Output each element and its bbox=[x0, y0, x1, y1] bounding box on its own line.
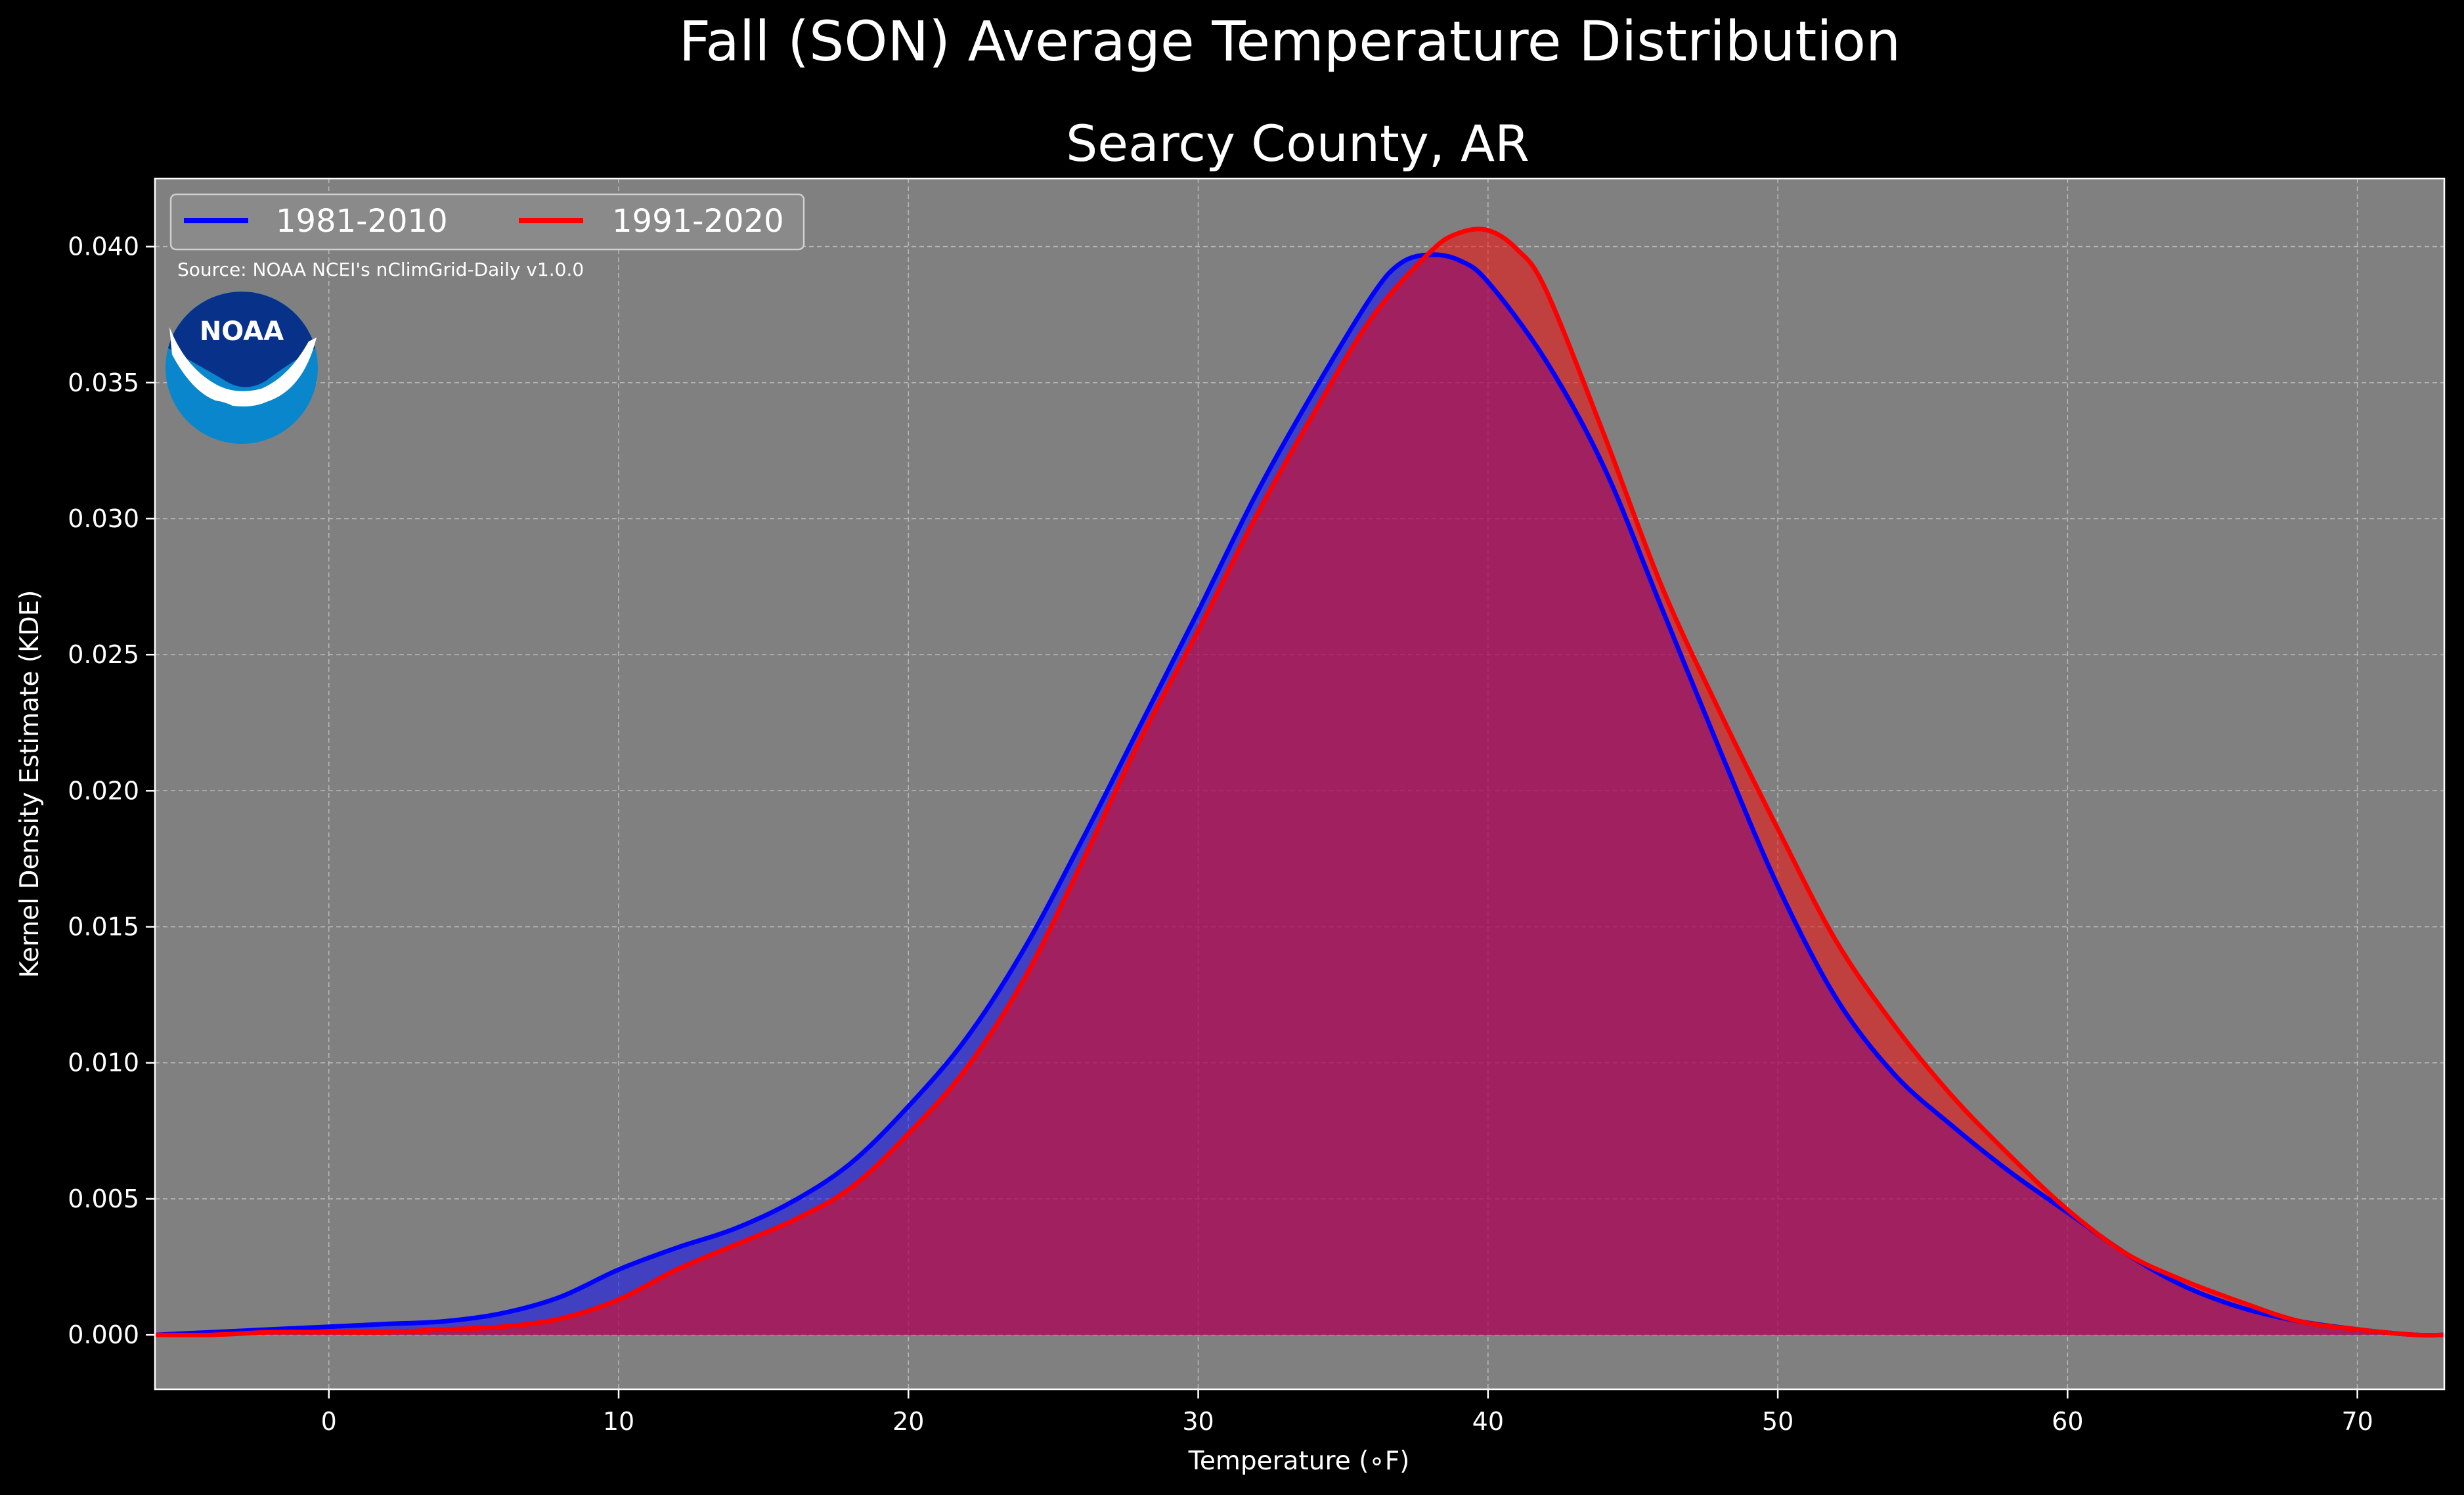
y-tick-label: 0.040 bbox=[68, 232, 139, 261]
series-line-1981-2010 bbox=[154, 252, 2445, 1338]
figure-suptitle: Fall (SON) Average Temperature Distribut… bbox=[679, 9, 1901, 74]
noaa-logo-top-dome bbox=[168, 292, 315, 387]
series-line-1991-2020 bbox=[154, 227, 2445, 1338]
y-tick-label: 0.030 bbox=[68, 504, 139, 533]
density-fills bbox=[155, 228, 2444, 1335]
y-tick-label: 0.035 bbox=[68, 368, 139, 397]
noaa-logo-icon: NOAA bbox=[165, 292, 318, 444]
x-tick-label: 10 bbox=[603, 1407, 634, 1436]
legend: 1981-2010 1991-2020 bbox=[169, 193, 805, 251]
x-tick-label: 30 bbox=[1182, 1407, 1214, 1436]
noaa-logo-text: NOAA bbox=[200, 316, 284, 347]
x-tick-label: 40 bbox=[1472, 1407, 1504, 1436]
legend-label-1991-2020: 1991-2020 bbox=[612, 203, 784, 240]
plot-frame bbox=[154, 177, 2446, 1391]
noaa-logo-gull-icon bbox=[169, 327, 317, 407]
legend-label-1981-2010: 1981-2010 bbox=[276, 203, 448, 240]
chart-title: Searcy County, AR bbox=[1066, 114, 1529, 173]
y-tick-label: 0.015 bbox=[68, 913, 139, 942]
y-tick-label: 0.005 bbox=[68, 1184, 139, 1213]
x-tick-label: 60 bbox=[2052, 1407, 2083, 1436]
x-axis-ticks: 0 10 20 30 40 50 60 70 bbox=[321, 1389, 2373, 1436]
x-tick-label: 0 bbox=[321, 1407, 337, 1436]
area-fill-1991-2020 bbox=[155, 228, 2444, 1335]
x-tick-label: 50 bbox=[1762, 1407, 1793, 1436]
source-note: Source: NOAA NCEI's nClimGrid-Daily v1.0… bbox=[177, 259, 584, 280]
density-lines bbox=[154, 227, 2445, 1338]
legend-box bbox=[169, 193, 805, 251]
y-tick-label: 0.025 bbox=[68, 640, 139, 669]
y-tick-label: 0.020 bbox=[68, 776, 139, 805]
x-axis-label: Temperature (∘F) bbox=[1188, 1446, 1410, 1476]
y-tick-label: 0.000 bbox=[68, 1320, 139, 1349]
y-axis-ticks: 0.000 0.005 0.010 0.015 0.020 0.025 0.030 0.035… bbox=[68, 232, 155, 1349]
y-axis-label: Kernel Density Estimate (KDE) bbox=[15, 590, 45, 978]
x-tick-label: 70 bbox=[2341, 1407, 2373, 1436]
y-tick-label: 0.010 bbox=[68, 1049, 139, 1077]
x-tick-label: 20 bbox=[892, 1407, 924, 1436]
